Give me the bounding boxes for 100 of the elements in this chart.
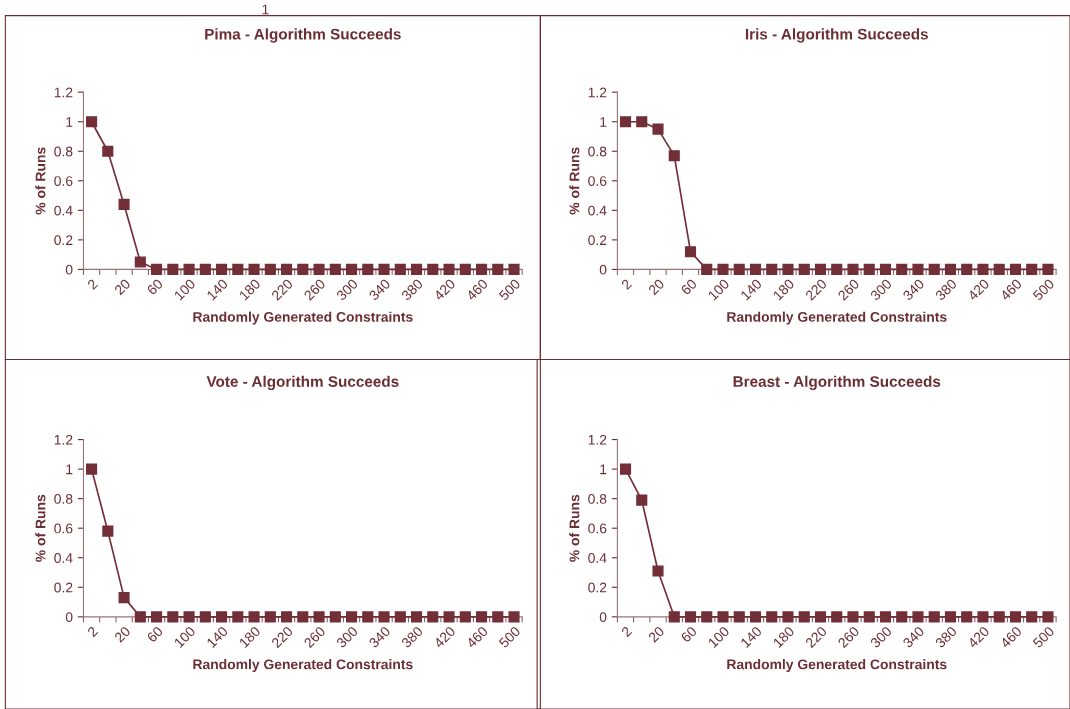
point	[459, 611, 471, 623]
x-tick-label: 220	[804, 625, 828, 649]
point	[183, 611, 195, 623]
point	[151, 263, 163, 275]
point	[394, 263, 406, 275]
point	[443, 611, 455, 623]
point	[993, 611, 1005, 623]
x-tick-label: 180	[772, 278, 795, 301]
x-tick-label: 140	[206, 278, 229, 301]
point	[928, 611, 940, 623]
point	[912, 263, 924, 275]
point	[297, 263, 309, 275]
y-tick-label: 1.2	[588, 434, 607, 445]
point	[232, 611, 244, 623]
point	[863, 611, 875, 623]
x-tick-label: 100	[173, 278, 196, 301]
x-tick-label: 20	[647, 278, 665, 296]
x-tick-label: 260	[303, 278, 326, 301]
point	[684, 246, 697, 258]
x-tick-label: 20	[113, 625, 131, 643]
x-tick-label: 420	[433, 278, 456, 302]
point	[798, 263, 810, 275]
x-tick-label: 460	[999, 278, 1023, 302]
y-axis-title: % of Runs	[569, 494, 580, 562]
chart-title: Iris - Algorithm Succeeds	[745, 28, 928, 43]
point	[102, 145, 114, 157]
point	[636, 116, 648, 128]
x-tick-label: 340	[368, 625, 391, 649]
point	[427, 263, 439, 275]
point	[717, 611, 729, 623]
x-tick-label: 260	[837, 625, 860, 649]
point	[814, 263, 827, 275]
x-tick-label: 300	[869, 625, 893, 649]
point	[1009, 611, 1022, 623]
point	[492, 263, 504, 275]
point	[831, 611, 843, 623]
point	[684, 611, 697, 623]
point	[378, 611, 390, 623]
point	[216, 611, 228, 623]
y-tick-label: 0.2	[54, 235, 73, 246]
x-tick-label: 60	[146, 278, 164, 296]
x-tick-label: 140	[206, 625, 229, 649]
x-tick-label: 460	[465, 278, 489, 302]
point	[475, 611, 488, 623]
point	[831, 263, 843, 275]
y-axis-title: % of Runs	[569, 147, 580, 215]
point	[928, 263, 940, 275]
point	[313, 263, 325, 275]
point	[248, 263, 260, 275]
x-tick-label: 260	[303, 625, 326, 649]
y-tick-label: 1	[66, 117, 73, 127]
point	[118, 592, 130, 604]
x-tick-label: 220	[270, 625, 294, 649]
point	[896, 263, 908, 275]
y-tick-label: 0.8	[54, 146, 73, 157]
point	[329, 611, 341, 623]
y-tick-label: 1	[600, 464, 607, 475]
x-tick-label: 300	[869, 278, 893, 301]
point	[378, 263, 390, 275]
chart-title: Vote - Algorithm Succeeds	[206, 375, 399, 391]
x-tick-label: 500	[1032, 278, 1055, 301]
point	[281, 263, 293, 275]
point	[652, 565, 664, 577]
point	[167, 263, 179, 275]
x-tick-label: 2	[86, 625, 99, 638]
point	[847, 263, 859, 275]
y-tick-label: 1	[66, 464, 73, 475]
x-tick-label: 180	[772, 625, 795, 649]
point	[443, 263, 455, 275]
x-axis-title: Randomly Generated Constraints	[193, 659, 413, 672]
point	[977, 611, 989, 623]
point	[118, 198, 130, 210]
point	[345, 611, 358, 623]
point	[668, 611, 680, 623]
point	[475, 263, 488, 275]
point	[281, 611, 293, 623]
point	[701, 611, 713, 623]
y-tick-label: 0.4	[54, 205, 73, 216]
y-tick-label: 0.4	[588, 205, 607, 216]
point	[1009, 263, 1022, 275]
x-tick-label: 300	[335, 625, 359, 649]
point	[733, 263, 745, 275]
point	[814, 611, 827, 623]
point	[896, 611, 908, 623]
point	[492, 611, 504, 623]
x-tick-label: 460	[465, 625, 489, 649]
x-tick-label: 420	[967, 625, 990, 649]
x-tick-label: 380	[400, 278, 424, 301]
point	[183, 263, 195, 275]
point	[766, 263, 778, 275]
point	[459, 263, 471, 275]
point	[1042, 611, 1054, 623]
point	[944, 263, 957, 275]
text: 1	[262, 4, 269, 15]
x-tick-label: 340	[902, 625, 925, 649]
y-tick-label: 0.2	[588, 235, 607, 246]
x-tick-label: 340	[902, 278, 925, 301]
x-tick-label: 220	[804, 278, 828, 301]
point	[216, 263, 228, 275]
y-tick-label: 0.8	[588, 494, 607, 504]
